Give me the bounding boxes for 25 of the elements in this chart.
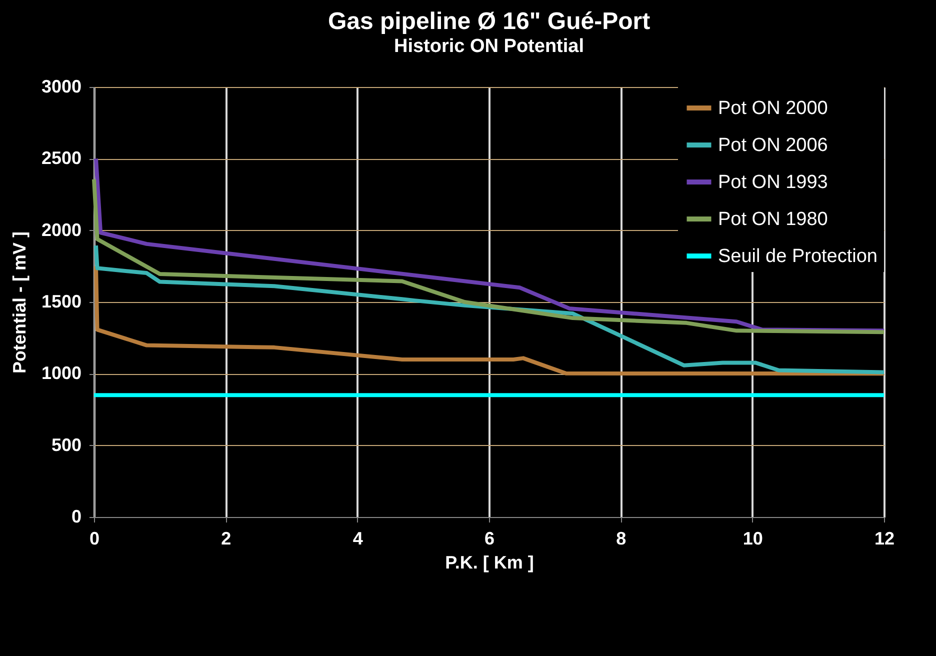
line-series: [94, 244, 886, 374]
x-tick-label: 2: [221, 528, 232, 548]
legend-label: Seuil de Protection: [718, 246, 878, 267]
x-tick-label: 0: [89, 528, 100, 548]
x-axis-title: P.K. [ Km ]: [445, 552, 534, 572]
legend-label: Pot ON 2006: [718, 135, 828, 156]
y-tick-label: 500: [51, 434, 82, 455]
x-tick-label: 12: [874, 528, 895, 548]
x-tick-label: 8: [616, 528, 626, 548]
y-axis-title: Potential - [ mV ]: [9, 231, 30, 374]
legend-label: Pot ON 1980: [718, 209, 828, 230]
x-tick-label: 4: [352, 528, 363, 548]
y-tick-label: 3000: [41, 76, 82, 96]
chart-title: Gas pipeline Ø 16" Gué-Port: [328, 8, 650, 35]
y-tick-label: 0: [71, 506, 82, 526]
x-tick-label: 10: [742, 528, 763, 548]
chart-subtitle: Historic ON Potential: [394, 36, 584, 57]
y-tick-label: 2000: [41, 220, 82, 240]
legend-label: Pot ON 1993: [718, 172, 828, 193]
y-tick-label: 2500: [41, 148, 82, 168]
y-tick-label: 1000: [41, 363, 82, 384]
x-tick-label: 6: [484, 528, 495, 548]
y-tick-label: 1500: [41, 292, 82, 312]
legend-label: Pot ON 2000: [718, 98, 828, 119]
line-series: [94, 264, 886, 376]
